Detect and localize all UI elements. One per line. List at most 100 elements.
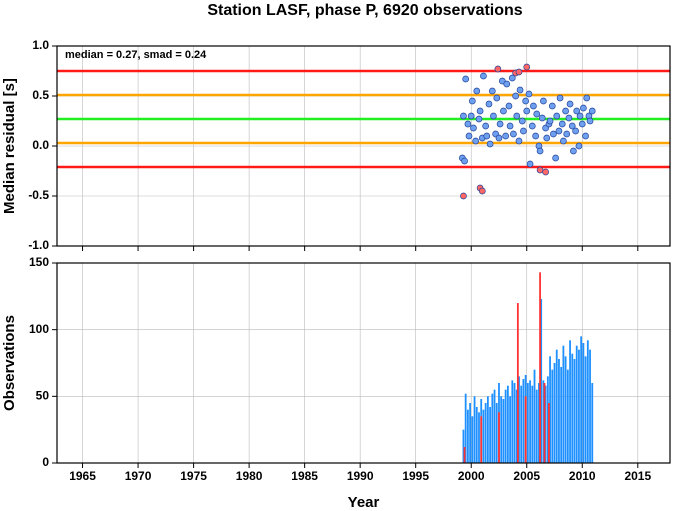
point — [523, 107, 531, 115]
y-tick-label: 50 — [36, 389, 50, 403]
point — [528, 122, 536, 130]
x-tick-label: 1985 — [291, 469, 318, 483]
bar — [571, 353, 574, 463]
bar — [543, 383, 546, 463]
point — [572, 127, 579, 135]
point — [553, 112, 561, 120]
point — [588, 107, 596, 115]
y-tick-label: 0 — [42, 455, 49, 469]
bar — [471, 416, 474, 463]
point — [515, 137, 523, 145]
x-tick-label: 1995 — [402, 469, 429, 483]
bar — [489, 407, 491, 463]
plot-frame — [56, 45, 671, 247]
bar — [509, 396, 511, 463]
bar — [520, 385, 523, 463]
point — [526, 160, 534, 168]
x-tick-label: 2005 — [513, 469, 540, 483]
x-tick-label: 1965 — [69, 469, 96, 483]
point — [560, 137, 567, 145]
point — [486, 140, 494, 148]
point — [465, 132, 473, 140]
bar — [551, 369, 554, 463]
bar — [553, 363, 556, 463]
bar — [515, 389, 518, 463]
point — [482, 122, 490, 130]
point — [555, 127, 563, 135]
point — [475, 115, 483, 123]
bar — [539, 272, 541, 463]
point — [478, 187, 486, 195]
annotation: median = 0.27, smad = 0.24 — [65, 49, 207, 61]
point — [522, 97, 529, 105]
bar — [548, 403, 550, 463]
bar — [540, 299, 543, 463]
point — [460, 112, 467, 120]
point — [580, 104, 587, 112]
point — [568, 122, 576, 130]
bar — [560, 367, 563, 463]
bar — [582, 343, 585, 463]
point — [582, 132, 589, 140]
point — [570, 147, 577, 155]
point — [467, 112, 475, 120]
bar — [529, 380, 531, 463]
bar — [480, 416, 483, 463]
x-tick-label: 2010 — [569, 469, 596, 483]
point — [536, 147, 544, 155]
bar — [542, 380, 545, 463]
point — [566, 100, 574, 108]
bar — [575, 345, 578, 463]
point — [516, 86, 524, 94]
bar — [475, 407, 478, 463]
bar — [464, 393, 467, 463]
y-tick-label: -1.0 — [28, 238, 49, 252]
point — [508, 74, 516, 82]
bar — [495, 403, 498, 463]
point — [546, 117, 554, 125]
bar — [466, 409, 469, 463]
chart-title: Station LASF, phase P, 6920 observations — [207, 2, 522, 19]
bar — [491, 393, 494, 463]
bar — [538, 383, 540, 463]
bar — [591, 383, 594, 463]
point — [473, 87, 481, 95]
y-tick-label: 150 — [29, 255, 49, 269]
point — [462, 75, 470, 83]
bar — [580, 336, 583, 463]
point — [472, 137, 480, 145]
bar — [473, 396, 476, 463]
bar — [566, 369, 569, 463]
bar — [578, 349, 580, 463]
point — [502, 132, 509, 140]
point — [468, 97, 476, 105]
point — [573, 107, 581, 115]
bar — [558, 359, 560, 463]
point — [556, 94, 564, 102]
point — [461, 157, 468, 165]
point — [460, 192, 467, 200]
y-tick-label: 1.0 — [32, 38, 49, 52]
bar — [511, 380, 514, 463]
bar — [584, 356, 587, 463]
bar — [564, 356, 567, 463]
bar — [524, 396, 527, 463]
point — [518, 117, 526, 125]
point — [576, 112, 584, 120]
point — [583, 94, 591, 102]
bar — [562, 345, 565, 463]
point — [533, 110, 541, 118]
bar — [500, 396, 503, 463]
point — [525, 90, 533, 98]
point — [536, 166, 544, 174]
bar — [549, 356, 551, 463]
point — [500, 107, 507, 115]
bar — [546, 376, 549, 463]
bar — [573, 359, 576, 463]
point — [483, 132, 491, 140]
point — [464, 120, 472, 128]
point — [550, 130, 557, 138]
bar — [535, 389, 538, 463]
point — [575, 142, 583, 150]
